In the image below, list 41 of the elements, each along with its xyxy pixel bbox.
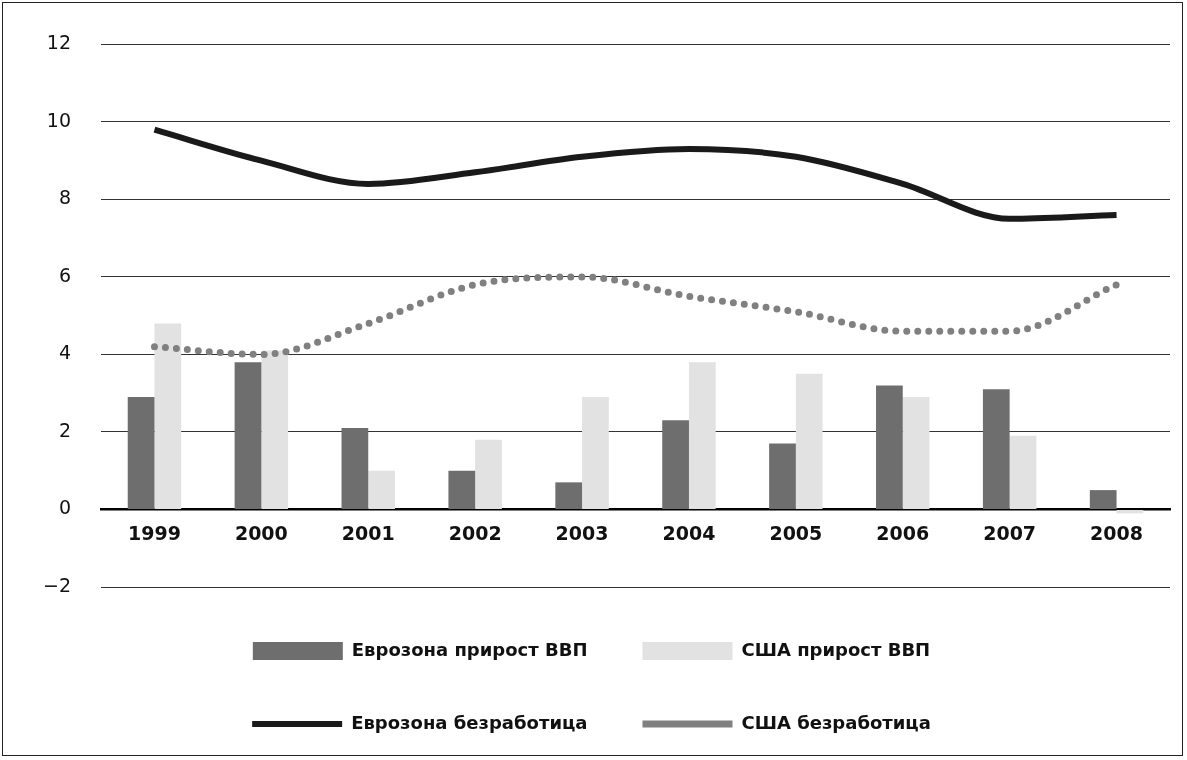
bar	[261, 350, 289, 509]
y-tick-label: 10	[46, 108, 72, 131]
bar	[688, 362, 716, 509]
legend-label: Еврозона безработица	[351, 711, 588, 733]
bar	[1009, 435, 1037, 509]
y-tick-label: 6	[58, 263, 72, 286]
legend-label: Еврозона прирост ВВП	[351, 638, 588, 660]
legend-label: США безработица	[741, 711, 931, 733]
bar	[662, 420, 689, 509]
x-tick-label: 2003	[555, 521, 609, 544]
x-tick-label: 2006	[876, 521, 930, 544]
y-tick-label: 2	[58, 418, 72, 441]
y-tick-label: 8	[58, 186, 72, 209]
x-tick-label: 2000	[234, 521, 288, 544]
bar	[475, 439, 502, 509]
bar	[154, 323, 182, 509]
x-tick-label: 2007	[983, 521, 1037, 544]
y-tick-label: 12	[46, 31, 72, 54]
x-tick-label: 2002	[448, 521, 502, 544]
bar	[982, 389, 1010, 509]
bar	[795, 373, 823, 509]
bar	[555, 482, 583, 509]
bar	[582, 397, 609, 509]
bar	[368, 470, 395, 509]
x-tick-label: 2005	[769, 521, 823, 544]
x-tick-label: 2008	[1090, 521, 1143, 544]
y-tick-label: −2	[42, 573, 72, 596]
bar	[448, 470, 476, 509]
bar	[1089, 490, 1117, 509]
bar	[341, 428, 369, 509]
y-tick-label: 4	[58, 341, 72, 364]
bar	[902, 397, 930, 509]
bar	[127, 397, 155, 509]
bar	[769, 443, 796, 509]
x-tick-label: 2001	[341, 521, 395, 544]
y-tick-label: 0	[58, 496, 72, 519]
x-tick-label: 1999	[128, 521, 181, 544]
bar	[234, 362, 262, 509]
legend-label: США прирост ВВП	[741, 638, 931, 660]
x-tick-label: 2004	[662, 521, 716, 544]
bar	[876, 385, 903, 509]
